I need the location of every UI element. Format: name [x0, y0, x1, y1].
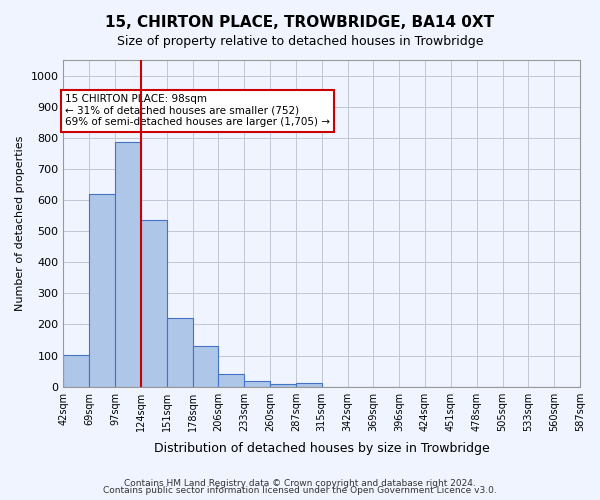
Text: Contains HM Land Registry data © Crown copyright and database right 2024.: Contains HM Land Registry data © Crown c… — [124, 478, 476, 488]
Text: 15 CHIRTON PLACE: 98sqm
← 31% of detached houses are smaller (752)
69% of semi-d: 15 CHIRTON PLACE: 98sqm ← 31% of detache… — [65, 94, 330, 128]
Bar — [141, 220, 167, 386]
Text: 15, CHIRTON PLACE, TROWBRIDGE, BA14 0XT: 15, CHIRTON PLACE, TROWBRIDGE, BA14 0XT — [106, 15, 494, 30]
Bar — [218, 374, 244, 386]
Bar — [115, 142, 141, 386]
Bar — [64, 354, 89, 386]
Bar — [167, 318, 193, 386]
Text: Size of property relative to detached houses in Trowbridge: Size of property relative to detached ho… — [117, 35, 483, 48]
Y-axis label: Number of detached properties: Number of detached properties — [15, 136, 25, 311]
Text: Contains public sector information licensed under the Open Government Licence v3: Contains public sector information licen… — [103, 486, 497, 495]
Bar — [244, 382, 270, 386]
X-axis label: Distribution of detached houses by size in Trowbridge: Distribution of detached houses by size … — [154, 442, 490, 455]
Bar — [89, 194, 115, 386]
Bar — [193, 346, 218, 387]
Bar — [296, 383, 322, 386]
Bar — [270, 384, 296, 386]
